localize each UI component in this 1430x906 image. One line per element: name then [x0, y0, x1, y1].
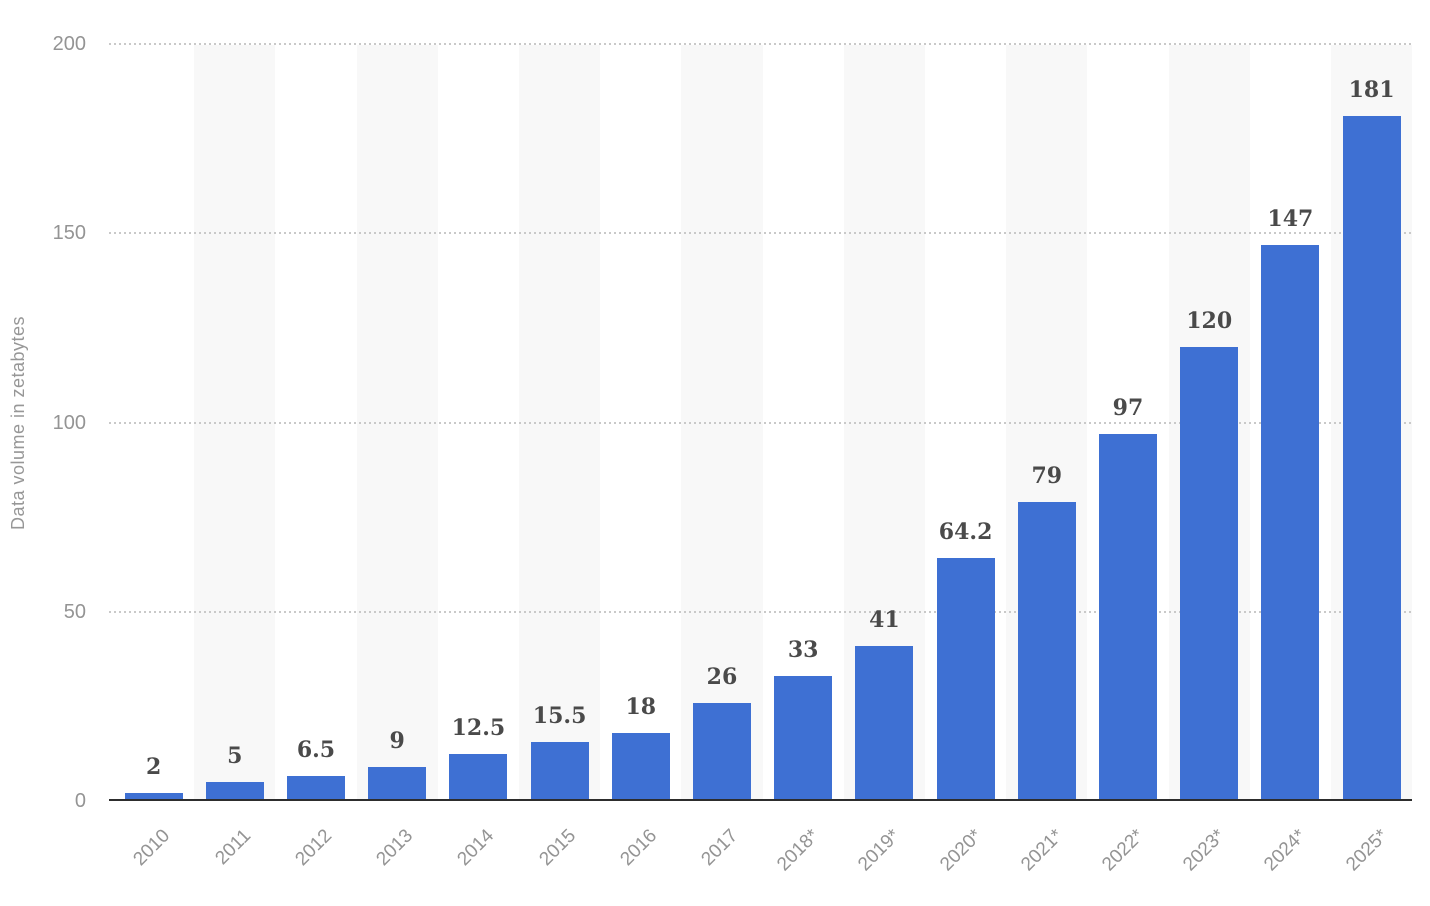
- bar-2022[interactable]: [1099, 434, 1157, 800]
- y-axis-tick-label: 200: [52, 33, 86, 55]
- bar-value-label: 64.2: [938, 519, 993, 545]
- bar-2019[interactable]: [855, 646, 914, 800]
- x-axis-tick-label: 2024*: [1260, 825, 1311, 876]
- bar-value-label: 9: [389, 728, 405, 754]
- x-axis-tick-label: 2013: [372, 825, 418, 871]
- bar-2018[interactable]: [774, 676, 833, 800]
- x-axis-tick-label: 2021*: [1016, 825, 1067, 876]
- bar-value-label: 120: [1186, 308, 1233, 334]
- x-axis-tick-label: 2020*: [935, 825, 986, 876]
- y-axis-tick-label: 150: [52, 222, 86, 245]
- bar-2020[interactable]: [936, 558, 995, 800]
- x-axis-tick-label: 2014: [453, 825, 499, 871]
- gridline: [109, 43, 1412, 45]
- bar-2025[interactable]: [1342, 116, 1401, 800]
- bar-2010[interactable]: [124, 793, 183, 800]
- bar-2016[interactable]: [611, 733, 670, 800]
- x-axis-tick-label: 2015: [534, 825, 580, 871]
- x-axis-tick-label: 2012: [291, 825, 337, 871]
- bar-2012[interactable]: [287, 776, 345, 800]
- x-axis-line: [109, 799, 1412, 801]
- y-axis-tick-label: 100: [52, 411, 86, 434]
- bar-value-label: 26: [706, 664, 738, 690]
- bar-value-label: 79: [1031, 463, 1063, 489]
- x-axis-tick-label: 2025*: [1341, 825, 1392, 876]
- bar-value-label: 5: [227, 743, 243, 769]
- bar-2015[interactable]: [530, 742, 589, 800]
- bar-2014[interactable]: [449, 754, 508, 800]
- bar-value-label: 33: [787, 637, 819, 663]
- x-axis-tick-label: 2010: [128, 825, 174, 871]
- bar-2011[interactable]: [205, 782, 264, 800]
- y-axis-tick-label: 0: [74, 790, 86, 812]
- bar-value-label: 181: [1348, 77, 1395, 103]
- bar-2013[interactable]: [368, 767, 427, 800]
- bar-2021[interactable]: [1017, 502, 1076, 800]
- x-axis-tick-label: 2022*: [1098, 825, 1149, 876]
- x-axis-tick-label: 2023*: [1179, 825, 1230, 876]
- bar-value-label: 18: [625, 694, 657, 720]
- x-axis-tick-label: 2019*: [854, 825, 905, 876]
- bar-2024[interactable]: [1261, 245, 1320, 800]
- gridline: [109, 232, 1412, 235]
- bar-2017[interactable]: [693, 703, 751, 800]
- bar-value-label: 147: [1267, 206, 1314, 232]
- gridline: [109, 421, 1412, 424]
- bar-value-label: 6.5: [296, 737, 336, 763]
- bar-value-label: 15.5: [532, 703, 587, 729]
- x-axis-tick-label: 2018*: [773, 825, 824, 876]
- gridline: [109, 610, 1412, 613]
- bar-value-label: 97: [1112, 395, 1144, 421]
- x-axis-tick-label: 2017: [697, 825, 743, 871]
- bar-2023[interactable]: [1180, 347, 1239, 800]
- y-axis-tick-label: 50: [63, 600, 86, 623]
- bar-value-label: 12.5: [451, 715, 506, 741]
- x-axis-tick-label: 2011: [211, 825, 255, 870]
- bar-value-label: 2: [145, 754, 162, 780]
- bar-value-label: 41: [869, 607, 900, 633]
- x-axis-tick-label: 2016: [616, 825, 661, 871]
